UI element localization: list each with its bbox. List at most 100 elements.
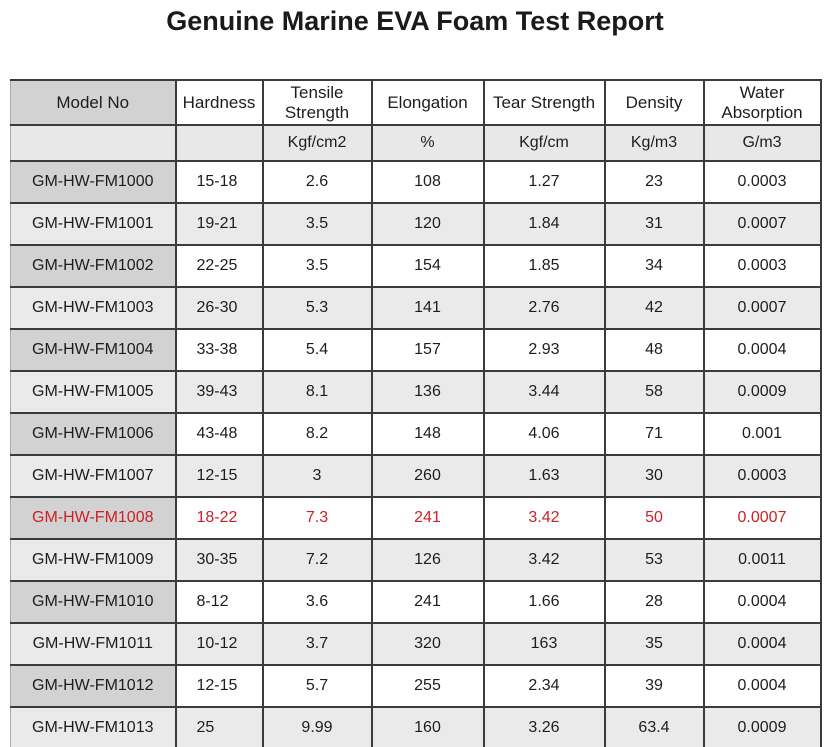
elongation-cell: 136 [370,370,485,414]
tear-strength-cell: 2.93 [482,328,606,372]
density-cell: 48 [603,328,705,372]
table-row: GM-HW-FM1005 39-43 8.1 136 3.44 58 0.000… [10,370,822,414]
model-no-cell: GM-HW-FM1011 [10,622,177,666]
table-row: GM-HW-FM1006 43-48 8.2 148 4.06 71 0.001 [10,412,822,456]
unit-cell-water-absorption: G/m3 [702,124,822,162]
table-units-row: Kgf/cm2 % Kgf/cm Kg/m3 G/m3 [10,124,822,162]
elongation-cell: 320 [370,622,485,666]
density-cell: 30 [603,454,705,498]
tear-strength-cell: 2.34 [482,664,606,708]
model-no-cell: GM-HW-FM1000 [10,160,177,204]
water-absorption-cell: 0.0004 [702,664,822,708]
model-no-cell: GM-HW-FM1001 [10,202,177,246]
column-header-hardness: Hardness [174,79,264,126]
water-absorption-cell: 0.0011 [702,538,822,582]
column-header-elongation: Elongation [370,79,485,126]
tensile-strength-cell: 3.7 [261,622,373,666]
tensile-strength-cell: 8.2 [261,412,373,456]
table-row: GM-HW-FM1013 25 9.99 160 3.26 63.4 0.000… [10,706,822,747]
unit-cell-tensile-strength: Kgf/cm2 [261,124,373,162]
table-header-row: Model No Hardness Tensile Strength Elong… [10,79,822,126]
hardness-cell: 10-12 [174,622,264,666]
elongation-cell: 157 [370,328,485,372]
column-header-model-no: Model No [10,79,177,126]
table-row: GM-HW-FM1002 22-25 3.5 154 1.85 34 0.000… [10,244,822,288]
column-header-tensile-strength: Tensile Strength [261,79,373,126]
water-absorption-cell: 0.0004 [702,580,822,624]
model-no-cell: GM-HW-FM1010 [10,580,177,624]
table-row: GM-HW-FM1000 15-18 2.6 108 1.27 23 0.000… [10,160,822,204]
density-cell: 31 [603,202,705,246]
unit-cell-hardness [174,124,264,162]
elongation-cell: 160 [370,706,485,747]
unit-cell-elongation: % [370,124,485,162]
table-row: GM-HW-FM1001 19-21 3.5 120 1.84 31 0.000… [10,202,822,246]
model-no-cell: GM-HW-FM1012 [10,664,177,708]
elongation-cell: 141 [370,286,485,330]
density-cell: 23 [603,160,705,204]
unit-cell-tear-strength: Kgf/cm [482,124,606,162]
hardness-cell: 30-35 [174,538,264,582]
model-no-cell: GM-HW-FM1008 [10,496,177,540]
tear-strength-cell: 1.63 [482,454,606,498]
hardness-cell: 19-21 [174,202,264,246]
water-absorption-cell: 0.0007 [702,496,822,540]
density-cell: 63.4 [603,706,705,747]
model-no-cell: GM-HW-FM1004 [10,328,177,372]
water-absorption-cell: 0.0007 [702,286,822,330]
hardness-cell: 12-15 [174,454,264,498]
water-absorption-cell: 0.0004 [702,622,822,666]
density-cell: 53 [603,538,705,582]
tensile-strength-cell: 3.5 [261,202,373,246]
tensile-strength-cell: 5.3 [261,286,373,330]
model-no-cell: GM-HW-FM1002 [10,244,177,288]
elongation-cell: 120 [370,202,485,246]
water-absorption-cell: 0.0004 [702,328,822,372]
tear-strength-cell: 1.27 [482,160,606,204]
tensile-strength-cell: 3.5 [261,244,373,288]
table-body: GM-HW-FM1000 15-18 2.6 108 1.27 23 0.000… [10,160,822,747]
hardness-cell: 39-43 [174,370,264,414]
tear-strength-cell: 3.44 [482,370,606,414]
tear-strength-cell: 4.06 [482,412,606,456]
hardness-cell: 26-30 [174,286,264,330]
elongation-cell: 241 [370,496,485,540]
table-row: GM-HW-FM1007 12-15 3 260 1.63 30 0.0003 [10,454,822,498]
density-cell: 34 [603,244,705,288]
water-absorption-cell: 0.0009 [702,370,822,414]
unit-cell-model-no [10,124,177,162]
table-row: GM-HW-FM1012 12-15 5.7 255 2.34 39 0.000… [10,664,822,708]
column-header-water-absorption: Water Absorption [702,79,822,126]
elongation-cell: 241 [370,580,485,624]
table-row: GM-HW-FM1010 8-12 3.6 241 1.66 28 0.0004 [10,580,822,624]
table-row: GM-HW-FM1004 33-38 5.4 157 2.93 48 0.000… [10,328,822,372]
elongation-cell: 148 [370,412,485,456]
density-cell: 35 [603,622,705,666]
tensile-strength-cell: 2.6 [261,160,373,204]
tear-strength-cell: 3.42 [482,496,606,540]
tear-strength-cell: 163 [482,622,606,666]
tensile-strength-cell: 5.4 [261,328,373,372]
tensile-strength-cell: 7.3 [261,496,373,540]
tensile-strength-cell: 8.1 [261,370,373,414]
table-row: GM-HW-FM1011 10-12 3.7 320 163 35 0.0004 [10,622,822,666]
column-header-tear-strength: Tear Strength [482,79,606,126]
eva-foam-test-table: Model No Hardness Tensile Strength Elong… [10,79,822,747]
model-no-cell: GM-HW-FM1009 [10,538,177,582]
water-absorption-cell: 0.001 [702,412,822,456]
table-row: GM-HW-FM1008 18-22 7.3 241 3.42 50 0.000… [10,496,822,540]
model-no-cell: GM-HW-FM1006 [10,412,177,456]
tear-strength-cell: 3.42 [482,538,606,582]
hardness-cell: 33-38 [174,328,264,372]
tear-strength-cell: 1.66 [482,580,606,624]
tear-strength-cell: 3.26 [482,706,606,747]
density-cell: 39 [603,664,705,708]
model-no-cell: GM-HW-FM1005 [10,370,177,414]
tear-strength-cell: 1.85 [482,244,606,288]
tensile-strength-cell: 3 [261,454,373,498]
density-cell: 58 [603,370,705,414]
density-cell: 42 [603,286,705,330]
page-title: Genuine Marine EVA Foam Test Report [166,6,664,36]
water-absorption-cell: 0.0003 [702,244,822,288]
water-absorption-cell: 0.0007 [702,202,822,246]
